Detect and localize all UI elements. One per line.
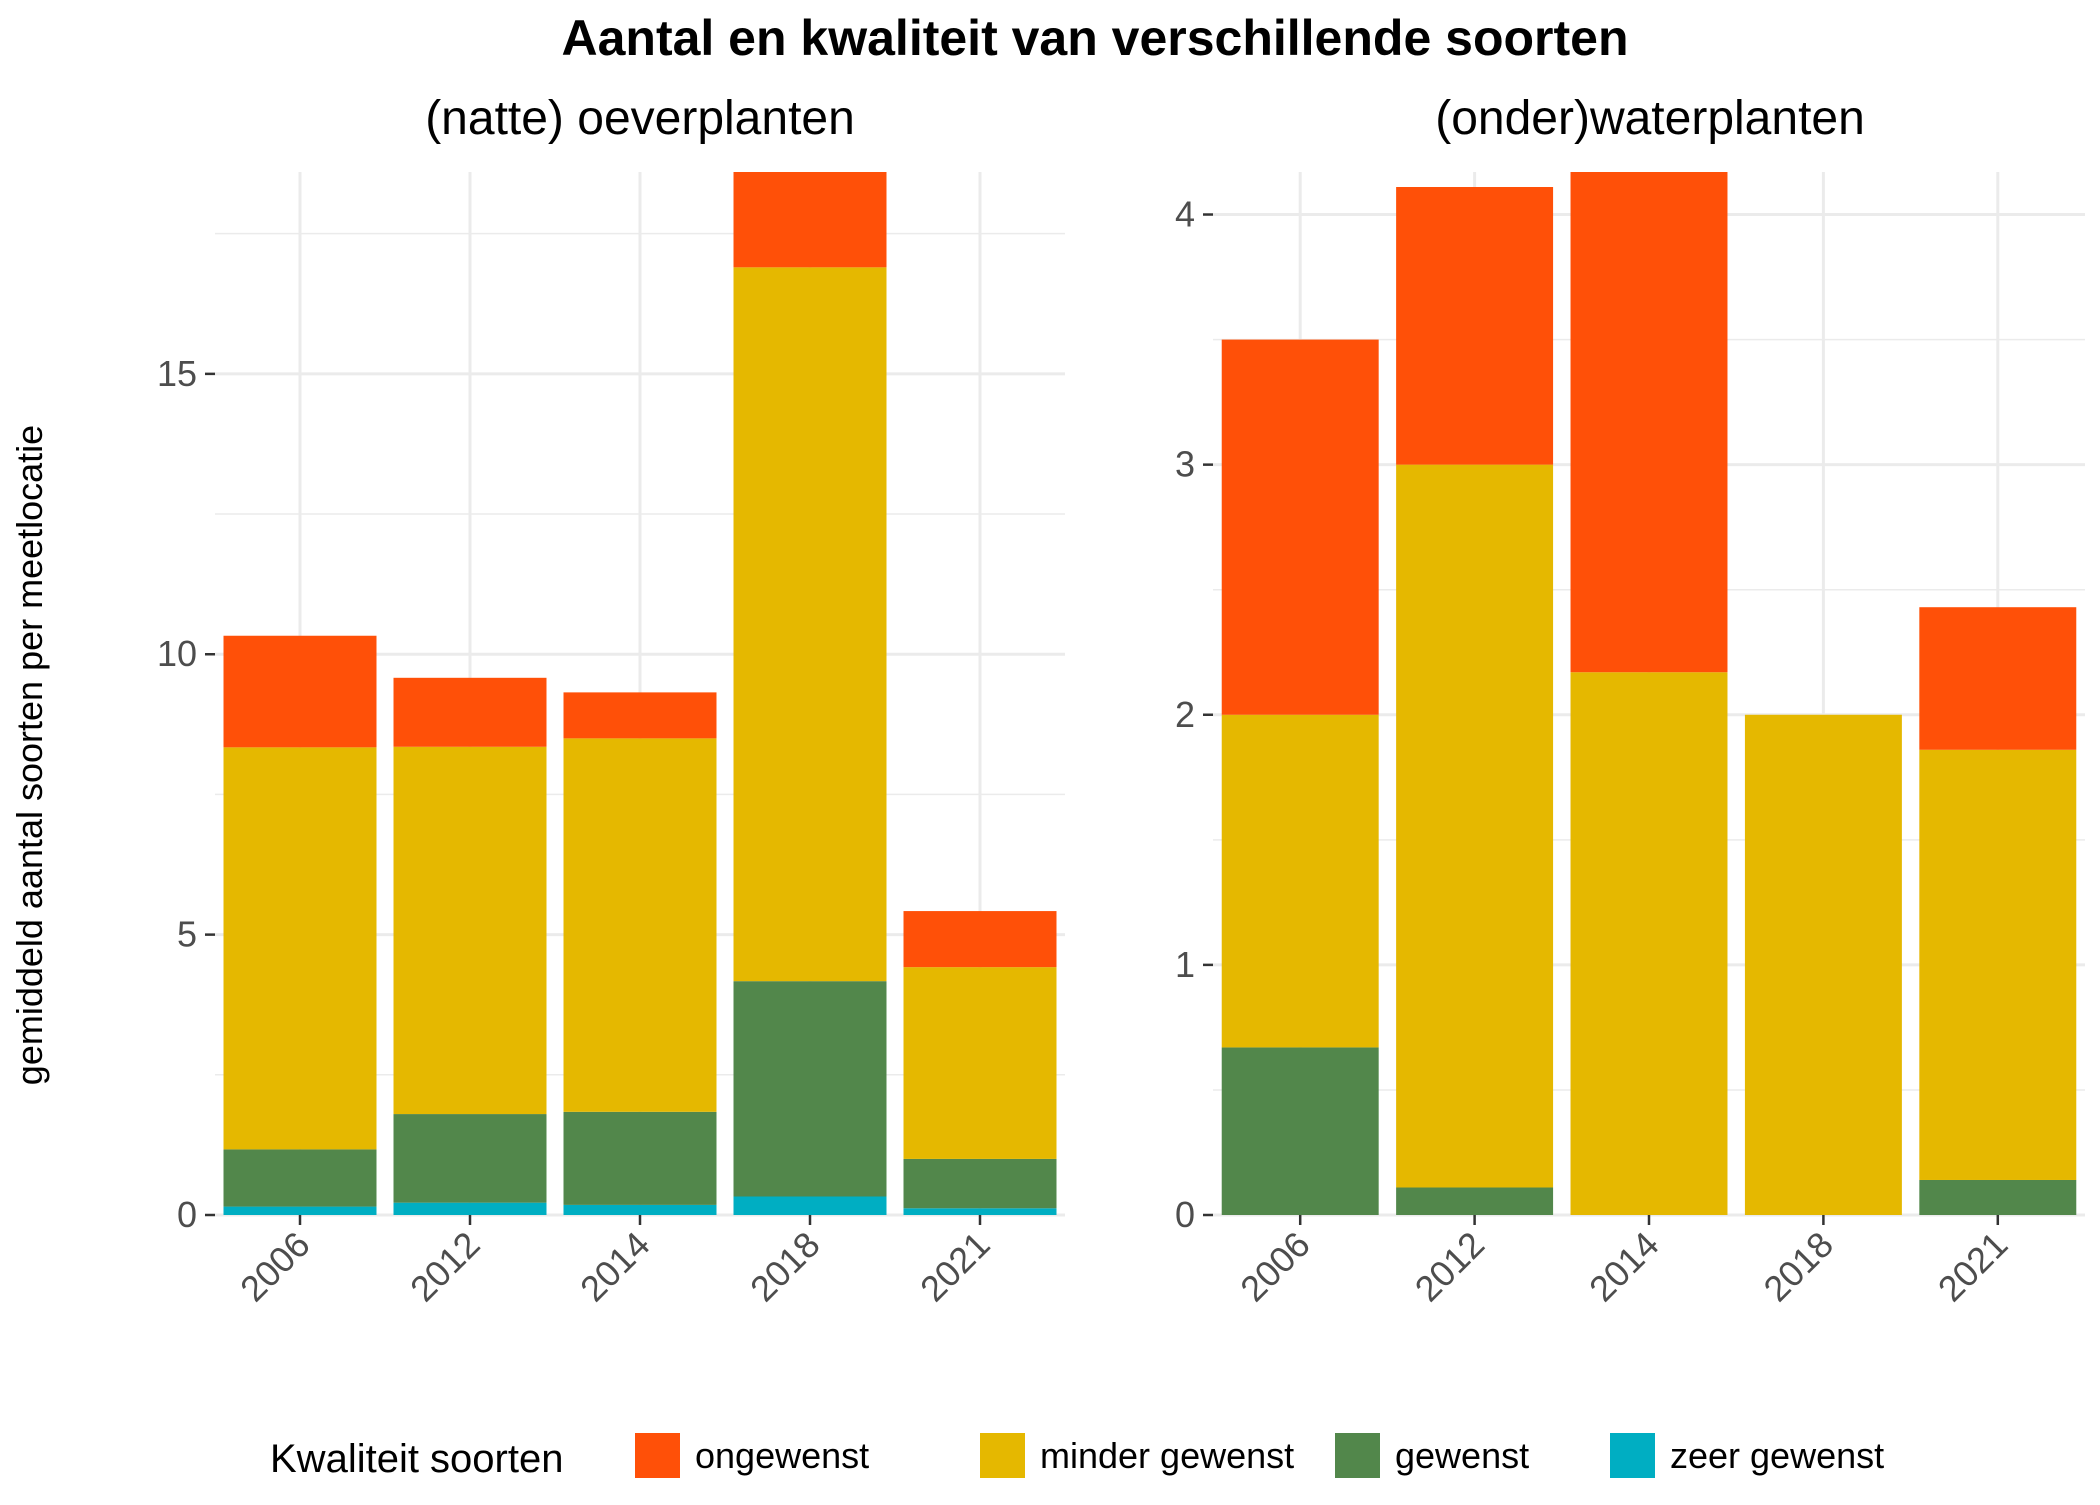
legend-entry-zeer-gewenst: zeer gewenst [1610, 1433, 1884, 1478]
y-tick-label: 15 [157, 353, 197, 394]
legend-swatch [1335, 1433, 1380, 1478]
bar-2014-ongewenst [563, 692, 717, 739]
bar-2021-gewenst [1919, 1179, 2077, 1215]
legend-label: zeer gewenst [1670, 1435, 1884, 1476]
bar-2012-zeer-gewenst [393, 1202, 547, 1215]
bar-2018-minder-gewenst [1744, 714, 1902, 1215]
bar-2006-zeer-gewenst [223, 1206, 377, 1215]
bar-2014-zeer-gewenst [563, 1204, 717, 1215]
legend-entry-ongewenst: ongewenst [635, 1433, 869, 1478]
legend-swatch [1610, 1433, 1655, 1478]
x-tick-label: 2021 [1930, 1224, 2016, 1310]
y-tick-label: 0 [177, 1194, 197, 1235]
y-tick-label: 1 [1175, 944, 1195, 985]
legend-entry-gewenst: gewenst [1335, 1433, 1529, 1478]
legend-swatch [635, 1433, 680, 1478]
panel-title-1: (natte) oeverplanten [425, 92, 855, 145]
bar-2018-gewenst [733, 981, 887, 1197]
bar-2021-zeer-gewenst [903, 1208, 1057, 1215]
bars [1221, 172, 2077, 1215]
legend-label: ongewenst [695, 1435, 869, 1476]
bar-2021-minder-gewenst [903, 967, 1057, 1159]
bar-2021-ongewenst [903, 911, 1057, 968]
x-tick-label: 2021 [912, 1224, 998, 1310]
bar-2018-ongewenst [733, 172, 887, 268]
x-tick-label: 2018 [742, 1224, 828, 1310]
bar-2014-gewenst [563, 1111, 717, 1205]
bar-2006-minder-gewenst [1221, 714, 1379, 1048]
bar-2006-ongewenst [1221, 339, 1379, 715]
legend: Kwaliteit soorten ongewenst minder gewens… [270, 1433, 1884, 1481]
bar-2006-gewenst [223, 1149, 377, 1207]
y-tick-label: 10 [157, 633, 197, 674]
chart-title: Aantal en kwaliteit van verschillende so… [561, 10, 1628, 66]
x-tick-label: 2018 [1755, 1224, 1841, 1310]
bar-2012-gewenst [1396, 1187, 1554, 1215]
panel-2: (onder)waterplanten 0 1 2 3 4 2006 2012 2014 2018… [1175, 92, 2085, 1309]
bar-2006-minder-gewenst [223, 747, 377, 1150]
x-tick-label: 2006 [1232, 1224, 1318, 1310]
bar-2014-ongewenst [1570, 172, 1728, 673]
y-tick-label: 4 [1175, 194, 1195, 235]
x-tick-label: 2012 [402, 1224, 488, 1310]
y-tick-label: 5 [177, 914, 197, 955]
bar-2021-minder-gewenst [1919, 749, 2077, 1180]
bar-2006-gewenst [1221, 1047, 1379, 1215]
y-tick-label: 2 [1175, 694, 1195, 735]
bar-2012-gewenst [393, 1114, 547, 1203]
bar-2018-minder-gewenst [733, 267, 887, 982]
legend-entries: ongewenst minder gewenst gewenst zeer gewen… [635, 1433, 1884, 1478]
bar-2021-gewenst [903, 1158, 1057, 1209]
x-tick-label: 2014 [572, 1224, 658, 1310]
x-tick-label: 2014 [1581, 1224, 1667, 1310]
y-axis-label: gemiddeld aantal soorten per meetlocatie [9, 425, 50, 1085]
x-tick-label: 2012 [1407, 1224, 1493, 1310]
legend-title: Kwaliteit soorten [270, 1437, 563, 1481]
bar-2014-minder-gewenst [1570, 672, 1728, 1215]
y-tick-label: 3 [1175, 444, 1195, 485]
panel-1: (natte) oeverplanten 0 5 10 15 2006 2012 2014 20… [157, 92, 1065, 1309]
legend-entry-minder-gewenst: minder gewenst [980, 1433, 1294, 1478]
y-tick-label: 0 [1175, 1194, 1195, 1235]
bar-2012-ongewenst [1396, 187, 1554, 465]
bar-2021-ongewenst [1919, 607, 2077, 750]
legend-label: gewenst [1395, 1435, 1529, 1476]
legend-label: minder gewenst [1040, 1435, 1294, 1476]
panel-title-2: (onder)waterplanten [1435, 92, 1865, 145]
bar-2012-minder-gewenst [1396, 464, 1554, 1188]
bar-2012-ongewenst [393, 677, 547, 747]
bar-2012-minder-gewenst [393, 746, 547, 1115]
bar-2006-ongewenst [223, 635, 377, 748]
legend-swatch [980, 1433, 1025, 1478]
x-tick-label: 2006 [232, 1224, 318, 1310]
bar-2018-zeer-gewenst [733, 1196, 887, 1215]
bar-2014-minder-gewenst [563, 738, 717, 1112]
bars [223, 172, 1057, 1215]
